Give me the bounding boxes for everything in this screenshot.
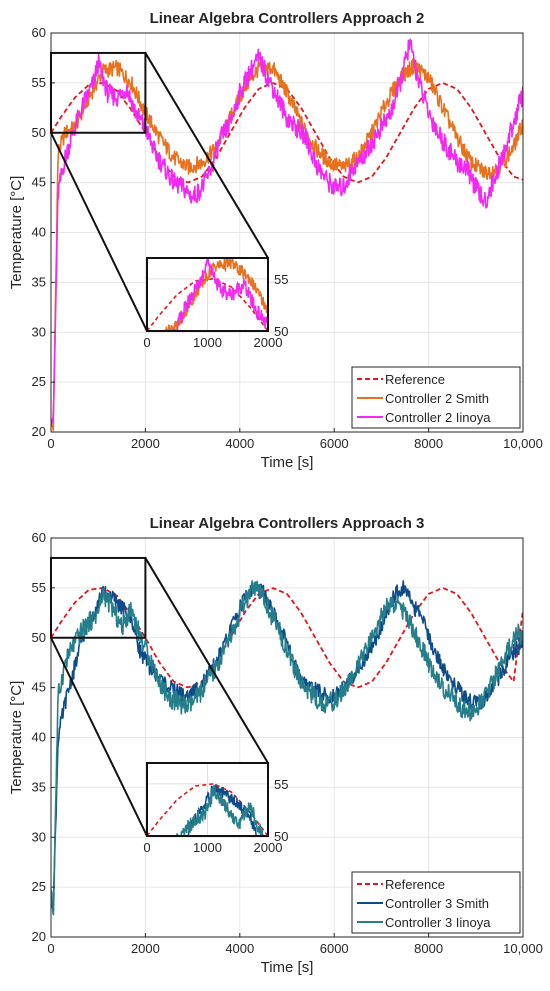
series-line-controller-2-iinoya bbox=[51, 38, 523, 424]
inset-series-line-reference bbox=[147, 278, 268, 331]
inset-y-tick-label: 50 bbox=[274, 324, 288, 339]
inset-x-tick-label: 2000 bbox=[254, 840, 283, 855]
y-tick-label: 55 bbox=[32, 580, 46, 595]
y-tick-label: 40 bbox=[32, 730, 46, 745]
y-tick-label: 55 bbox=[32, 75, 46, 90]
inset-y-tick-label: 55 bbox=[274, 272, 288, 287]
y-tick-label: 30 bbox=[32, 829, 46, 844]
y-tick-label: 25 bbox=[32, 879, 46, 894]
inset-x-tick-label: 1000 bbox=[193, 335, 222, 350]
x-tick-label: 6000 bbox=[320, 941, 349, 956]
zoom-connector-line bbox=[50, 132, 148, 332]
legend-label: Controller 3 Smith bbox=[385, 896, 489, 911]
inset-box bbox=[146, 762, 269, 837]
inset-series-group bbox=[147, 258, 268, 331]
y-tick-label: 35 bbox=[32, 779, 46, 794]
x-tick-label: 10,000 bbox=[503, 941, 543, 956]
zoom-connector-line bbox=[144, 52, 269, 259]
legend-label: Controller 2 Iinoya bbox=[385, 410, 491, 425]
inset-series-line-controller-3-iinoya bbox=[176, 785, 265, 836]
inset-y-tick-label: 50 bbox=[274, 829, 288, 844]
x-tick-label: 10,000 bbox=[503, 436, 543, 451]
series-group bbox=[51, 580, 523, 916]
x-tick-label: 8000 bbox=[414, 941, 443, 956]
chart-title: Linear Algebra Controllers Approach 2 bbox=[150, 10, 425, 27]
x-tick-label: 2000 bbox=[131, 941, 160, 956]
zoom-region-box bbox=[50, 51, 147, 134]
y-tick-label: 60 bbox=[32, 530, 46, 545]
legend-label: Reference bbox=[385, 877, 445, 892]
legend: Reference Controller 2 Smith Controller 2 … bbox=[351, 366, 521, 429]
zoom-connector-line bbox=[50, 637, 148, 837]
y-tick-label: 35 bbox=[32, 274, 46, 289]
y-tick-label: 30 bbox=[32, 324, 46, 339]
x-tick-label: 8000 bbox=[414, 436, 443, 451]
x-tick-label: 6000 bbox=[320, 436, 349, 451]
series-line-controller-2-smith bbox=[51, 58, 523, 432]
zoom-connector-line bbox=[144, 557, 269, 764]
y-tick-label: 20 bbox=[32, 929, 46, 944]
legend-label: Controller 2 Smith bbox=[385, 391, 489, 406]
legend: Reference Controller 3 Smith Controller 3 … bbox=[351, 871, 521, 934]
inset-x-tick-label: 0 bbox=[143, 335, 150, 350]
x-tick-label: 0 bbox=[47, 436, 54, 451]
chart-title: Linear Algebra Controllers Approach 3 bbox=[150, 515, 425, 532]
y-tick-label: 50 bbox=[32, 125, 46, 140]
x-tick-label: 4000 bbox=[225, 436, 254, 451]
zoom-region-box bbox=[50, 556, 147, 639]
y-axis-label: Temperature [°C] bbox=[8, 681, 25, 795]
x-axis-label: Time [s] bbox=[261, 454, 314, 471]
x-tick-label: 0 bbox=[47, 941, 54, 956]
legend-label: Controller 3 Iinoya bbox=[385, 915, 491, 930]
y-axis-label: Temperature [°C] bbox=[8, 176, 25, 290]
chart-panel-1: 0 2000 4000 6000 8000 10,000 20 25 30 35 40 45 50 55 6… bbox=[8, 10, 543, 471]
y-tick-label: 45 bbox=[32, 175, 46, 190]
inset-series-group bbox=[147, 783, 268, 836]
inset-series-line-controller-2-iinoya bbox=[173, 258, 268, 331]
x-tick-label: 2000 bbox=[131, 436, 160, 451]
x-tick-label: 4000 bbox=[225, 941, 254, 956]
y-tick-label: 50 bbox=[32, 630, 46, 645]
inset-box bbox=[146, 257, 269, 332]
y-tick-label: 20 bbox=[32, 424, 46, 439]
legend-label: Reference bbox=[385, 372, 445, 387]
y-tick-label: 60 bbox=[32, 25, 46, 40]
y-tick-label: 40 bbox=[32, 225, 46, 240]
chart-panel-2: 0 2000 4000 6000 8000 10,000 20 25 30 35 40 45 50 55 6… bbox=[8, 515, 543, 976]
x-axis-label: Time [s] bbox=[261, 959, 314, 976]
series-group bbox=[51, 38, 523, 432]
inset-x-tick-label: 1000 bbox=[193, 840, 222, 855]
inset-x-tick-label: 2000 bbox=[254, 335, 283, 350]
inset-y-tick-label: 55 bbox=[274, 777, 288, 792]
y-tick-label: 25 bbox=[32, 374, 46, 389]
y-tick-label: 45 bbox=[32, 680, 46, 695]
series-line-controller-3-iinoya bbox=[51, 580, 523, 916]
inset-x-tick-label: 0 bbox=[143, 840, 150, 855]
